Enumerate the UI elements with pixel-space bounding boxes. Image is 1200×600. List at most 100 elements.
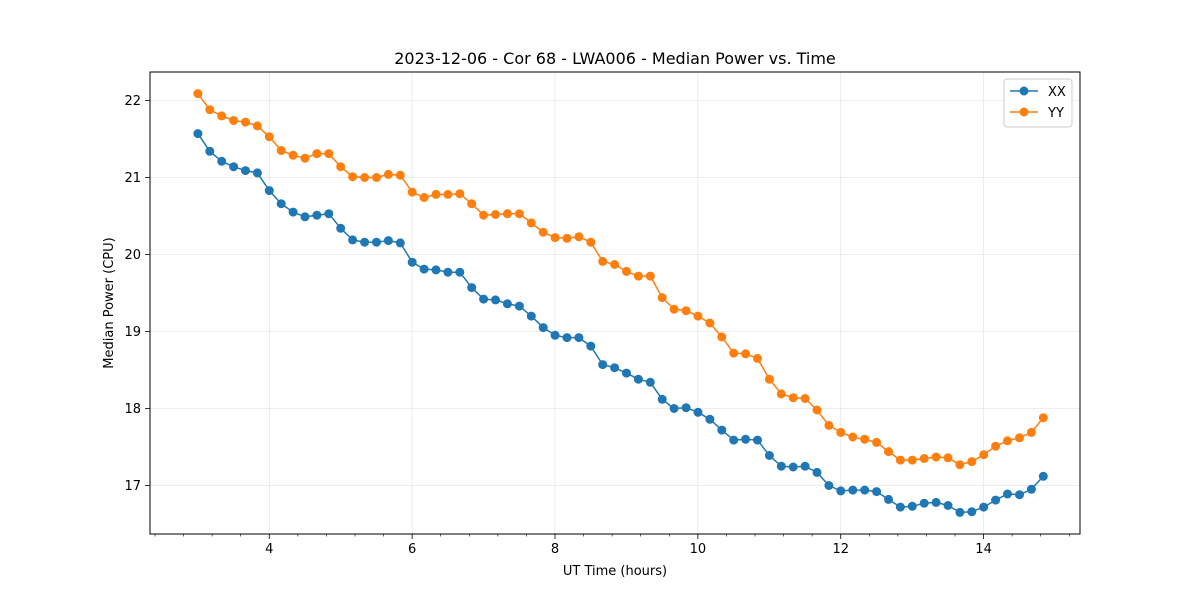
series-yy-point xyxy=(955,460,965,470)
series-yy-point xyxy=(217,111,227,121)
y-tick-label: 17 xyxy=(124,479,141,494)
series-xx-point xyxy=(645,377,655,387)
plot-series xyxy=(193,89,1048,517)
series-xx-point xyxy=(907,501,917,511)
series-yy-point xyxy=(848,432,858,442)
series-xx-point xyxy=(574,333,584,343)
series-yy-point xyxy=(479,210,489,220)
series-yy-point xyxy=(610,260,620,269)
series-xx-point xyxy=(336,223,346,233)
series-yy-point xyxy=(193,89,203,99)
series-xx-point xyxy=(467,283,477,293)
series-xx-point xyxy=(252,168,262,178)
series-xx-point xyxy=(229,162,239,172)
series-yy-point xyxy=(467,199,477,209)
series-xx-point xyxy=(657,394,667,404)
series-yy-point xyxy=(812,405,822,415)
series-xx-point xyxy=(1015,490,1024,500)
series-xx-point xyxy=(931,497,941,507)
series-xx-point xyxy=(693,407,703,417)
series-yy-point xyxy=(336,162,346,172)
series-yy-point xyxy=(741,349,751,359)
series-yy-point xyxy=(526,218,536,228)
legend-yy-marker xyxy=(1019,107,1029,117)
series-xx-point xyxy=(300,212,310,222)
series-yy-point xyxy=(1015,433,1024,443)
y-tick-label: 21 xyxy=(124,171,141,186)
series-xx-point xyxy=(217,156,227,166)
series-yy-point xyxy=(538,227,548,237)
series-xx-point xyxy=(1026,484,1036,494)
chart-title: 2023-12-06 - Cor 68 - LWA006 - Median Po… xyxy=(394,49,836,68)
series-yy-point xyxy=(443,189,453,199)
series-xx-point xyxy=(514,301,524,311)
series-yy-point xyxy=(800,394,810,403)
series-yy-point xyxy=(1026,427,1036,437)
legend-xx-marker xyxy=(1019,86,1029,96)
axes: 4 6 8 10 12 14 17 18 19 20 21 22 xyxy=(124,94,1070,557)
series-yy-point xyxy=(633,271,643,281)
y-tick-label: 22 xyxy=(124,94,141,109)
series-yy-point xyxy=(288,150,298,160)
series-yy-point xyxy=(622,266,631,276)
series-xx-point xyxy=(324,209,334,219)
series-xx-point xyxy=(526,311,536,321)
series-xx-point xyxy=(455,267,465,277)
series-xx-point xyxy=(431,265,441,275)
x-tick-label: 6 xyxy=(408,542,416,557)
series-xx-point xyxy=(788,462,798,472)
series-xx-point xyxy=(836,486,846,496)
series-yy-point xyxy=(312,149,322,159)
series-yy-point xyxy=(872,437,882,447)
series-xx-point xyxy=(741,434,751,444)
series-yy-point xyxy=(669,304,679,314)
series-yy-point xyxy=(645,271,655,281)
series-yy-point xyxy=(205,105,215,115)
series-xx-point xyxy=(407,257,417,267)
series-xx-point xyxy=(550,330,560,340)
series-xx-point xyxy=(943,501,953,510)
series-yy-point xyxy=(657,293,667,303)
x-tick-label: 10 xyxy=(690,542,707,557)
series-yy-point xyxy=(1038,413,1048,423)
series-yy-point xyxy=(919,454,929,463)
x-tick-label: 14 xyxy=(975,542,992,557)
x-tick-label: 8 xyxy=(551,542,559,557)
series-yy-point xyxy=(788,393,798,403)
series-xx-point xyxy=(348,235,358,245)
series-yy-point xyxy=(681,306,691,316)
series-xx-point xyxy=(848,485,858,495)
series-xx-point xyxy=(372,237,381,247)
series-xx-point xyxy=(419,264,429,274)
series-yy-point xyxy=(407,187,417,197)
series-xx-point xyxy=(824,481,834,490)
series-yy-point xyxy=(717,332,727,342)
series-xx-point xyxy=(967,507,977,517)
series-yy-point xyxy=(502,209,512,219)
series-xx-point xyxy=(919,498,929,508)
series-yy-point xyxy=(550,233,560,243)
series-yy-point xyxy=(455,189,465,199)
series-yy-point xyxy=(395,170,405,180)
series-yy-point xyxy=(860,434,870,444)
series-yy-point xyxy=(348,172,358,182)
series-xx-point xyxy=(264,186,274,196)
series-yy-point xyxy=(907,455,917,465)
y-tick-label: 20 xyxy=(124,248,141,263)
series-xx-point xyxy=(895,502,905,512)
legend: XX YY xyxy=(1003,78,1073,128)
legend-xx-label: XX xyxy=(1048,85,1066,100)
series-yy-point xyxy=(991,441,1001,451)
series-yy-point xyxy=(764,374,774,384)
series-yy-point xyxy=(705,318,715,328)
grid-lines xyxy=(150,72,1080,534)
series-yy-point xyxy=(383,169,393,179)
y-tick-label: 18 xyxy=(124,402,141,417)
series-xx-point xyxy=(538,323,548,333)
series-yy-point xyxy=(562,233,572,243)
series-xx-point xyxy=(502,299,512,309)
series-yy-point xyxy=(324,149,334,159)
series-xx-point xyxy=(586,341,596,351)
series-xx-point xyxy=(633,374,643,384)
